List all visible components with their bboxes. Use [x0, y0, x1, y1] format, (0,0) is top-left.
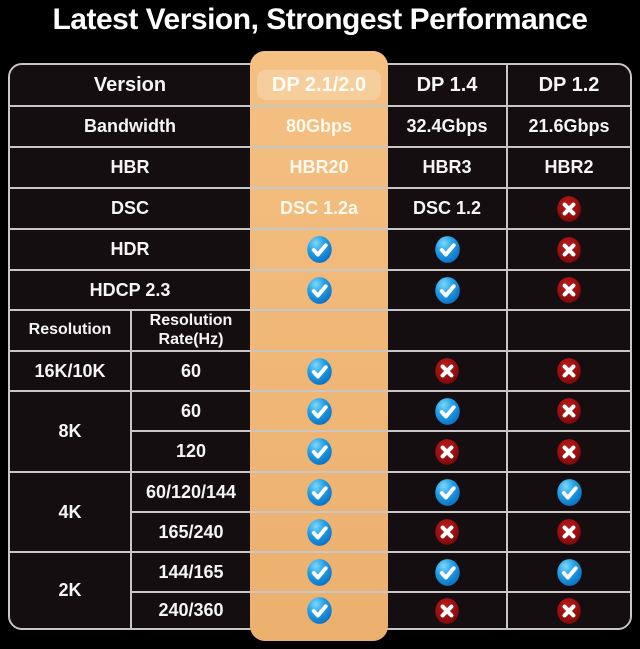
- cross-icon: [435, 519, 459, 545]
- check-icon: [434, 478, 460, 506]
- check-icon: [306, 478, 332, 506]
- resolution-8k: 8K: [10, 392, 132, 473]
- row-label-hdr: HDR: [10, 230, 250, 271]
- cross-icon: [435, 597, 459, 624]
- rate-4k-60-120-144: 60/120/144: [132, 473, 250, 513]
- check-icon: [306, 518, 332, 546]
- cross-icon: [435, 438, 459, 465]
- r2k-240-dp14: [388, 593, 508, 628]
- rate-16k10k-60: 60: [132, 352, 250, 392]
- check-icon: [556, 558, 582, 586]
- hdcp-dp12: [508, 271, 630, 311]
- r8k-120-dp12: [508, 432, 630, 473]
- check-icon: [306, 397, 332, 425]
- r2k-144-dp21: [250, 553, 388, 593]
- cross-icon: [557, 358, 581, 384]
- bandwidth-dp12: 21.6Gbps: [508, 107, 630, 148]
- r8k-60-dp21: [250, 392, 388, 432]
- empty-cell: [388, 311, 508, 352]
- empty-cell: [508, 311, 630, 352]
- r16k-60-dp12: [508, 352, 630, 392]
- check-icon: [306, 558, 332, 586]
- row-label-hbr: HBR: [10, 148, 250, 189]
- r8k-60-dp12: [508, 392, 630, 432]
- resolution-2k: 2K: [10, 553, 132, 628]
- resolution-4k: 4K: [10, 473, 132, 553]
- table-grid: Version DP 2.1/2.0 DP 1.4 DP 1.2 Bandwidth 80…: [10, 65, 630, 628]
- hbr-dp21: HBR20: [250, 148, 388, 189]
- page-title: Latest Version, Strongest Performance: [52, 3, 588, 36]
- empty-cell: [250, 311, 388, 352]
- hdr-dp14: [388, 230, 508, 271]
- check-icon: [434, 236, 460, 263]
- r2k-240-dp12: [508, 593, 630, 628]
- row-label-hdcp: HDCP 2.3: [10, 271, 250, 311]
- header-version: Version: [10, 65, 250, 107]
- check-icon: [306, 597, 332, 624]
- comparison-table: Version DP 2.1/2.0 DP 1.4 DP 1.2 Bandwidth 80…: [8, 51, 632, 641]
- hbr-dp12: HBR2: [508, 148, 630, 189]
- check-icon: [306, 438, 332, 465]
- r16k-60-dp14: [388, 352, 508, 392]
- dsc-dp12: [508, 189, 630, 230]
- r4k-60-dp21: [250, 473, 388, 513]
- cross-icon: [557, 236, 581, 263]
- check-icon: [434, 558, 460, 586]
- cross-icon: [435, 358, 459, 384]
- check-icon: [306, 236, 332, 263]
- r2k-144-dp12: [508, 553, 630, 593]
- hdcp-dp14: [388, 271, 508, 311]
- check-icon: [556, 478, 582, 506]
- r4k-60-dp14: [388, 473, 508, 513]
- rate-2k-144-165: 144/165: [132, 553, 250, 593]
- bandwidth-dp21: 80Gbps: [250, 107, 388, 148]
- r4k-165-dp21: [250, 513, 388, 553]
- r8k-60-dp14: [388, 392, 508, 432]
- cross-icon: [557, 597, 581, 624]
- header-dp14: DP 1.4: [388, 65, 508, 107]
- hdr-dp12: [508, 230, 630, 271]
- rate-4k-165-240: 165/240: [132, 513, 250, 553]
- check-icon: [306, 276, 332, 304]
- r8k-120-dp21: [250, 432, 388, 473]
- cross-icon: [557, 438, 581, 465]
- rate-8k-120: 120: [132, 432, 250, 473]
- check-icon: [306, 357, 332, 385]
- cross-icon: [557, 398, 581, 424]
- r4k-165-dp12: [508, 513, 630, 553]
- hdr-dp21: [250, 230, 388, 271]
- hbr-dp14: HBR3: [388, 148, 508, 189]
- r8k-120-dp14: [388, 432, 508, 473]
- hdcp-dp21: [250, 271, 388, 311]
- row-label-bandwidth: Bandwidth: [10, 107, 250, 148]
- header-dp21: DP 2.1/2.0: [250, 65, 388, 107]
- check-icon: [434, 276, 460, 304]
- r4k-60-dp12: [508, 473, 630, 513]
- r2k-240-dp21: [250, 593, 388, 628]
- subheader-resolution-rate: Resolution Rate(Hz): [132, 311, 250, 352]
- bandwidth-dp14: 32.4Gbps: [388, 107, 508, 148]
- r16k-60-dp21: [250, 352, 388, 392]
- row-label-dsc: DSC: [10, 189, 250, 230]
- rate-2k-240-360: 240/360: [132, 593, 250, 628]
- r2k-144-dp14: [388, 553, 508, 593]
- rate-8k-60: 60: [132, 392, 250, 432]
- resolution-16k10k: 16K/10K: [10, 352, 132, 392]
- cross-icon: [557, 195, 581, 222]
- cross-icon: [557, 519, 581, 545]
- dsc-dp21: DSC 1.2a: [250, 189, 388, 230]
- cross-icon: [557, 277, 581, 303]
- check-icon: [434, 397, 460, 425]
- header-dp12: DP 1.2: [508, 65, 630, 107]
- r4k-165-dp14: [388, 513, 508, 553]
- dp21-header-box: DP 2.1/2.0: [257, 70, 381, 100]
- dsc-dp14: DSC 1.2: [388, 189, 508, 230]
- subheader-resolution: Resolution: [10, 311, 132, 352]
